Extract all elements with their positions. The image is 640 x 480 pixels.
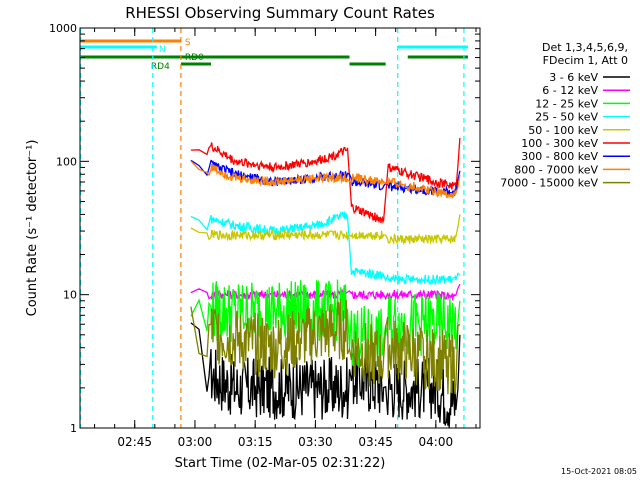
y-axis-label: Count Rate (s⁻¹ detector⁻¹) <box>25 140 40 317</box>
legend-entry: 12 - 25 keV <box>535 97 598 110</box>
series-line <box>190 211 461 286</box>
series-line <box>190 279 461 368</box>
legend-entry: 100 - 300 keV <box>521 137 598 150</box>
legend: Det 1,3,4,5,6,9,FDecim 1, Att 0 3 - 6 keV… <box>500 41 630 190</box>
y-tick-label: 100 <box>56 155 77 168</box>
flag-label: N <box>159 45 166 55</box>
legend-header: FDecim 1, Att 0 <box>543 54 628 67</box>
legend-entry: 6 - 12 keV <box>542 84 598 97</box>
series-line <box>190 214 461 246</box>
legend-entry: 800 - 7000 keV <box>514 163 598 176</box>
flag-label: RD4 <box>151 62 170 72</box>
legend-entry: 300 - 800 keV <box>521 150 598 163</box>
y-tick-label: 1000 <box>49 22 77 35</box>
footer-timestamp: 15-Oct-2021 08:05 <box>561 467 637 476</box>
flag-label: S <box>185 38 191 48</box>
series-lines <box>190 137 461 428</box>
legend-header: Det 1,3,4,5,6,9, <box>542 41 628 54</box>
x-tick-label: 03:00 <box>178 435 213 449</box>
series-line <box>190 299 461 395</box>
legend-entry: 50 - 100 keV <box>528 124 598 137</box>
chart-title: RHESSI Observing Summary Count Rates <box>125 4 435 22</box>
x-tick-label: 04:00 <box>419 435 454 449</box>
flag-bars: S N RD0 RD4 <box>80 38 468 72</box>
x-tick-label: 03:45 <box>358 435 393 449</box>
series-line <box>190 137 461 225</box>
legend-entry: 3 - 6 keV <box>549 71 598 84</box>
x-tick-label: 03:30 <box>298 435 333 449</box>
axes: 1 10 100 1000 02:45 03:00 03:15 03:30 03:45 04:00 <box>49 22 480 449</box>
y-tick-label: 10 <box>63 289 77 302</box>
x-tick-label: 03:15 <box>238 435 273 449</box>
series-line <box>190 322 461 428</box>
flag-label: RD0 <box>185 53 204 63</box>
x-tick-label: 02:45 <box>117 435 152 449</box>
legend-entry: 7000 - 15000 keV <box>500 177 598 190</box>
legend-entry: 25 - 50 keV <box>535 111 598 124</box>
series-line <box>190 160 461 199</box>
plot-frame <box>79 27 481 429</box>
x-axis-label: Start Time (02-Mar-05 02:31:22) <box>175 456 386 471</box>
y-tick-label: 1 <box>70 422 77 435</box>
